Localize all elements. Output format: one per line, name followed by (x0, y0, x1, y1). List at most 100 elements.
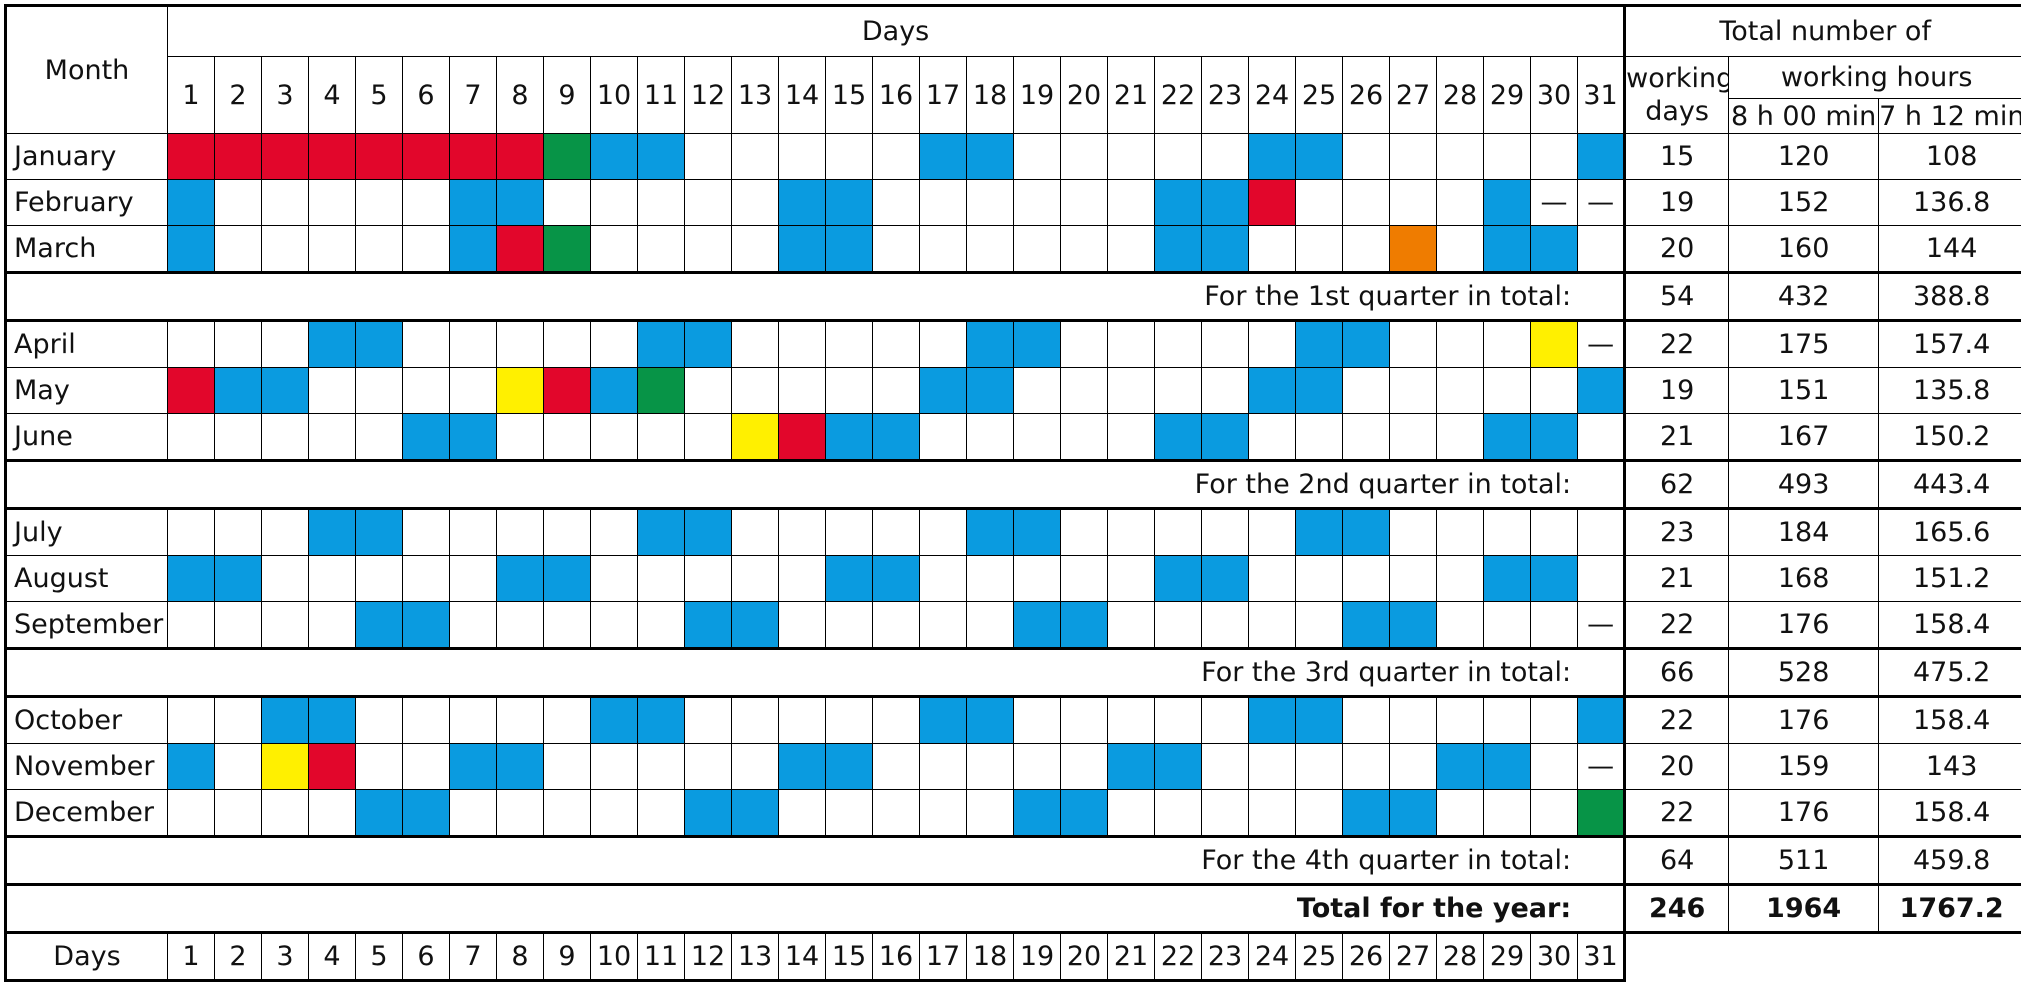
day-cell (1436, 789, 1484, 837)
month-name: May (4, 367, 168, 414)
month-header: Month (4, 4, 168, 134)
day-cell (919, 507, 967, 556)
footer-day-number: 10 (590, 931, 638, 982)
day-cell (637, 743, 685, 790)
day-cell-marked (637, 507, 685, 556)
month-row: January 15 120 108 (4, 133, 2021, 180)
day-cell-marked (214, 133, 262, 180)
working-days-value: 20 (1623, 225, 1730, 273)
day-cell-marked (402, 413, 450, 461)
footer-day-number: 8 (496, 931, 544, 982)
day-cell-marked (731, 789, 779, 837)
day-cell (543, 601, 591, 649)
day-cell (1248, 507, 1296, 556)
day-cell-marked (637, 695, 685, 744)
working-days-value: 246 (1623, 883, 1730, 934)
day-cell (1342, 695, 1390, 744)
day-cell (543, 179, 591, 226)
day-cell (1060, 133, 1108, 180)
day-cell-marked (1342, 319, 1390, 368)
hours-7h12-value: 165.6 (1878, 507, 2021, 556)
day-cell (731, 367, 779, 414)
day-cell-marked (308, 319, 356, 368)
day-cell (449, 601, 497, 649)
day-cell (1248, 743, 1296, 790)
day-cell-marked (966, 507, 1014, 556)
footer-day-number: 21 (1107, 931, 1155, 982)
hours-8h-value: 432 (1728, 271, 1880, 321)
footer-day-number: 15 (825, 931, 873, 982)
footer-day-number: 13 (731, 931, 779, 982)
day-cell (966, 789, 1014, 837)
day-cell-marked (1154, 743, 1202, 790)
day-cell (496, 507, 544, 556)
quarter-total-row: For the 1st quarter in total: 54 432 388.8 (3, 271, 2021, 321)
day-cell (1060, 695, 1108, 744)
day-cell (1295, 179, 1343, 226)
day-cell (308, 789, 356, 837)
day-cell (167, 695, 215, 744)
month-name: December (4, 789, 168, 837)
day-cell-marked (1060, 601, 1108, 649)
month-name: March (4, 225, 168, 273)
footer-day-number: 12 (684, 931, 732, 982)
day-cell (1060, 555, 1108, 602)
month-row: August 21 168 151.2 (4, 555, 2021, 602)
day-cell (1201, 367, 1249, 414)
hours-8h-value: 184 (1728, 507, 1880, 556)
day-number-header: 10 (590, 56, 638, 134)
day-cell (355, 555, 403, 602)
day-cell (1342, 743, 1390, 790)
day-cell-marked (308, 743, 356, 790)
day-number-header: 8 (496, 56, 544, 134)
day-cell (402, 179, 450, 226)
day-number-header: 16 (872, 56, 920, 134)
day-cell-marked (1530, 413, 1578, 461)
day-number-header: 28 (1436, 56, 1484, 134)
day-cell (1576, 225, 1626, 273)
working-calendar: Month Days Total number of 1 2 3 4 5 6 7 8 9 10 11… (3, 4, 2021, 982)
day-cell (543, 743, 591, 790)
day-cell (1295, 789, 1343, 837)
day-number-header: 2 (214, 56, 262, 134)
day-cell-marked (1576, 367, 1626, 414)
day-cell (1576, 413, 1626, 461)
day-cell (1060, 367, 1108, 414)
day-cell-marked (496, 225, 544, 273)
day-cell-marked (543, 555, 591, 602)
day-cell (1154, 319, 1202, 368)
working-hours-header: working hours (1728, 56, 2021, 99)
day-cell (1436, 601, 1484, 649)
day-cell-marked (543, 133, 591, 180)
day-cell (1201, 789, 1249, 837)
footer-day-number: 3 (261, 931, 309, 982)
footer-day-number: 4 (308, 931, 356, 982)
day-cell (1154, 507, 1202, 556)
hours-8h-value: 176 (1728, 601, 1880, 649)
day-cell (637, 179, 685, 226)
hours-7h12-value: 158.4 (1878, 789, 2021, 837)
day-number-header: 22 (1154, 56, 1202, 134)
day-cell (261, 507, 309, 556)
day-cell (167, 789, 215, 837)
day-cell (1013, 695, 1061, 744)
day-cell (167, 601, 215, 649)
day-number-header: 21 (1107, 56, 1155, 134)
day-cell (402, 743, 450, 790)
month-row: March 20 160 144 (4, 225, 2021, 273)
day-number-header: 24 (1248, 56, 1296, 134)
working-days-value: 19 (1623, 179, 1730, 226)
day-cell (684, 367, 732, 414)
day-cell-marked (590, 695, 638, 744)
day-cell (449, 555, 497, 602)
day-cell (778, 507, 826, 556)
day-cell-marked (1295, 695, 1343, 744)
day-cell-marked (919, 695, 967, 744)
day-cell-marked (355, 789, 403, 837)
day-cell (1013, 225, 1061, 273)
day-cell-marked (261, 133, 309, 180)
footer-day-number: 27 (1389, 931, 1437, 982)
day-cell (825, 367, 873, 414)
day-cell (214, 507, 262, 556)
hours-7h12-value: 388.8 (1878, 271, 2021, 321)
